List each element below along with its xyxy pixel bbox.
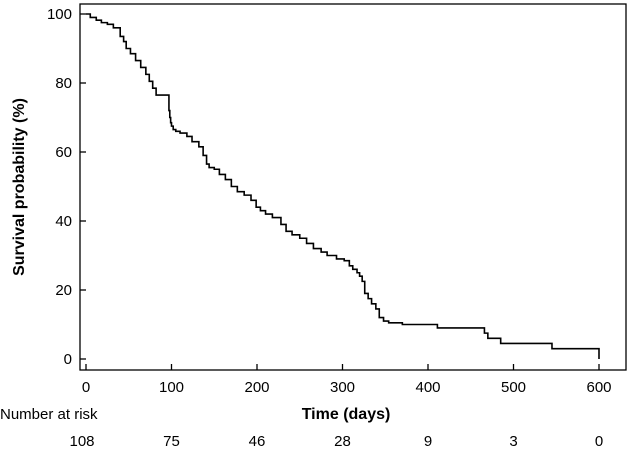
- y-axis: 0 20 40 60 80 100: [47, 6, 86, 368]
- risk-table-title: Number at risk: [0, 406, 98, 423]
- risk-count: 28: [334, 433, 351, 450]
- risk-count: 108: [69, 433, 94, 450]
- x-tick-label: 0: [82, 379, 90, 396]
- y-tick-label: 20: [55, 282, 72, 299]
- plot-frame: [79, 3, 627, 371]
- x-tick-label: 300: [330, 379, 355, 396]
- x-tick-label: 200: [244, 379, 269, 396]
- x-tick-label: 100: [159, 379, 184, 396]
- plot-border: [79, 3, 627, 371]
- risk-table-counts: 108 75 46 28 9 3 0: [69, 433, 603, 450]
- y-tick-label: 100: [47, 6, 72, 23]
- risk-count: 46: [249, 433, 266, 450]
- x-axis-title: Time (days): [302, 406, 391, 423]
- y-tick-label: 40: [55, 213, 72, 230]
- y-axis-title: Survival probability (%): [11, 98, 28, 276]
- risk-count: 0: [595, 433, 603, 450]
- x-tick-label: 600: [586, 379, 611, 396]
- y-tick-label: 60: [55, 144, 72, 161]
- y-tick-label: 0: [64, 351, 72, 368]
- risk-count: 75: [163, 433, 180, 450]
- risk-count: 9: [424, 433, 432, 450]
- survival-curve: [86, 13, 600, 359]
- series-layer: [86, 13, 600, 359]
- risk-count: 3: [509, 433, 517, 450]
- x-tick-label: 500: [501, 379, 526, 396]
- y-tick-label: 80: [55, 75, 72, 92]
- x-axis: 0 100 200 300 400 500 600: [82, 364, 612, 396]
- x-tick-label: 400: [415, 379, 440, 396]
